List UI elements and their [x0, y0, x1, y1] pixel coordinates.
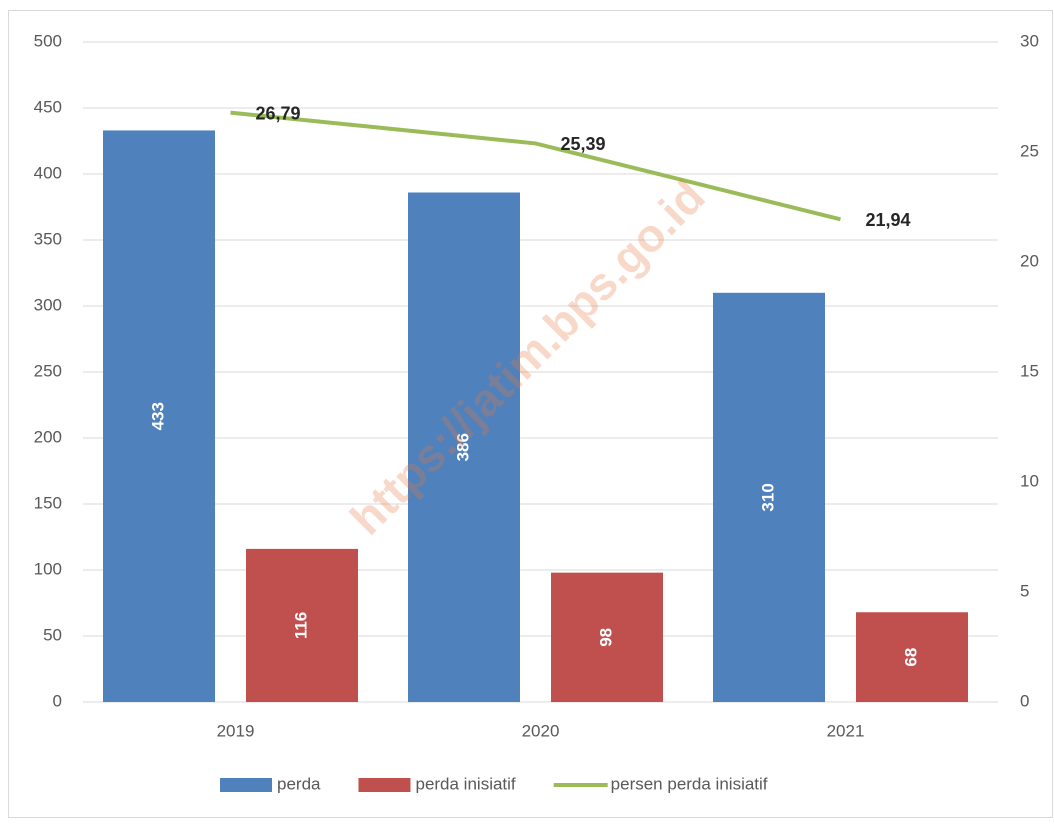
y-tick-label: 50 [43, 625, 62, 644]
x-tick-label: 2020 [522, 721, 560, 740]
legend-swatch [220, 778, 272, 792]
y-tick-label: 300 [34, 295, 62, 314]
y2-tick-label: 15 [1020, 361, 1039, 380]
bar-value-label: 386 [453, 433, 472, 461]
line-value-label: 26,79 [256, 103, 301, 123]
y-tick-label: 400 [34, 163, 62, 182]
y2-tick-label: 20 [1020, 251, 1039, 270]
y-tick-label: 100 [34, 559, 62, 578]
x-tick-label: 2021 [827, 721, 865, 740]
y-tick-label: 450 [34, 97, 62, 116]
x-tick-label: 2019 [217, 721, 255, 740]
bar [103, 130, 215, 702]
line-series [230, 110, 841, 222]
bar [408, 192, 520, 703]
bar-value-label: 310 [758, 483, 777, 511]
legend-label: persen perda inisiatif [611, 774, 768, 793]
y-tick-label: 350 [34, 229, 62, 248]
y-tick-label: 150 [34, 493, 62, 512]
y-tick-label: 200 [34, 427, 62, 446]
line-value-label: 21,94 [866, 210, 911, 230]
y2-tick-label: 5 [1020, 581, 1029, 600]
y-tick-label: 0 [53, 691, 62, 710]
bar [713, 292, 825, 702]
bar [856, 612, 968, 702]
legend-label: perda [277, 774, 321, 793]
y-tick-label: 500 [34, 31, 62, 50]
bar-value-label: 68 [901, 648, 920, 667]
bar-value-label: 116 [291, 612, 310, 639]
y2-tick-label: 25 [1020, 141, 1039, 160]
y2-tick-label: 30 [1020, 31, 1039, 50]
y-tick-label: 250 [34, 361, 62, 380]
bar-value-label: 98 [596, 628, 615, 647]
legend-swatch [358, 778, 411, 792]
line-value-label: 25,39 [561, 134, 606, 154]
bar [551, 572, 663, 702]
bar-value-label: 433 [148, 402, 167, 430]
bar [246, 548, 358, 702]
y2-tick-label: 10 [1020, 471, 1039, 490]
legend-label: perda inisiatif [415, 774, 515, 793]
y2-tick-label: 0 [1020, 691, 1029, 710]
